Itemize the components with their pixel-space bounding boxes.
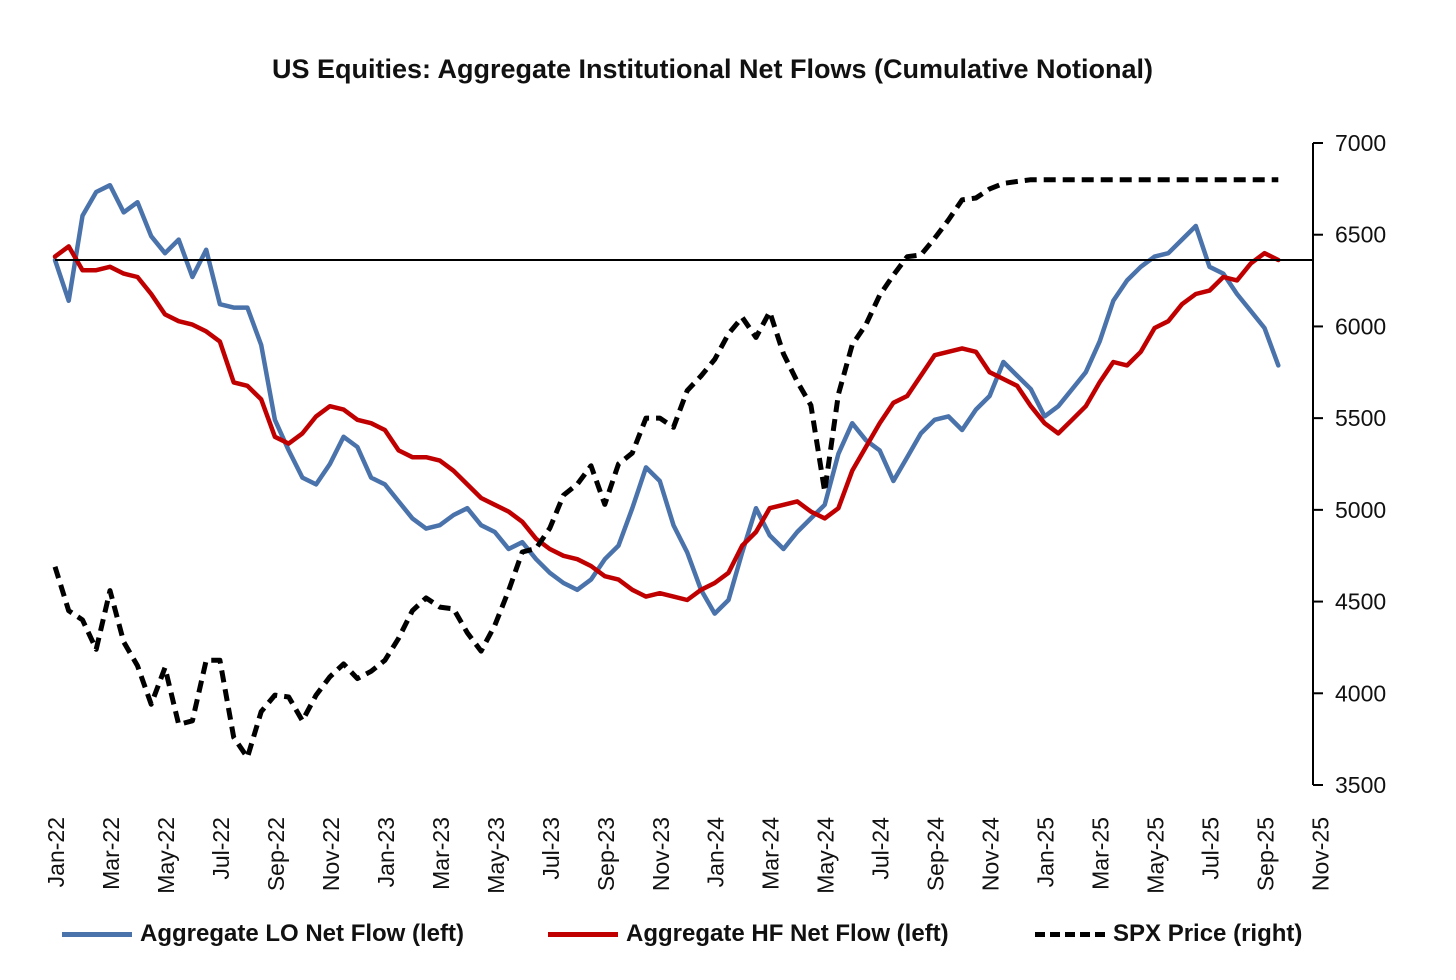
x-tick-label: Jul-23 xyxy=(538,817,564,880)
x-tick-label: Mar-23 xyxy=(428,817,454,890)
x-axis-ticks: Jan-22 Mar-22 May-22 Jul-22 Sep-22 Nov-22 Jan-… xyxy=(43,817,1333,894)
legend-item-lo: Aggregate LO Net Flow (left) xyxy=(62,920,464,948)
right-tick-label: 3500 xyxy=(1335,772,1386,798)
series-layer xyxy=(52,177,1281,760)
legend-label-spx: SPX Price (right) xyxy=(1113,920,1303,947)
x-tick-label: Jul-22 xyxy=(208,817,234,880)
legend-item-spx: SPX Price (right) xyxy=(1035,920,1302,948)
x-tick-label: Sep-23 xyxy=(593,817,619,891)
legend-swatch-spx xyxy=(1035,931,1105,937)
x-tick-label: Jul-25 xyxy=(1198,817,1224,880)
right-tick-label: 6500 xyxy=(1335,222,1386,248)
x-tick-label: Nov-23 xyxy=(648,817,674,891)
x-tick-label: May-23 xyxy=(483,817,509,894)
x-tick-label: May-24 xyxy=(813,817,839,894)
right-tick-label: 4000 xyxy=(1335,680,1386,706)
x-tick-label: Jul-24 xyxy=(868,817,894,880)
chart-plot: 3500 4000 4500 5000 5500 6000 6500 7000 Jan-22 M… xyxy=(43,130,1386,894)
chart-title: US Equities: Aggregate Institutional Net… xyxy=(271,54,1154,84)
right-axis-ticks: 3500 4000 4500 5000 5500 6000 6500 7000 xyxy=(1313,130,1386,798)
legend: Aggregate LO Net Flow (left) Aggregate H… xyxy=(0,920,1456,960)
series-line-1 xyxy=(52,244,1281,603)
right-tick-label: 7000 xyxy=(1335,130,1386,156)
x-tick-label: Jan-24 xyxy=(703,817,729,888)
x-tick-label: Jan-23 xyxy=(373,817,399,887)
legend-swatch-lo xyxy=(62,931,132,937)
x-tick-label: Mar-24 xyxy=(758,817,784,890)
legend-item-hf: Aggregate HF Net Flow (left) xyxy=(548,920,949,948)
legend-label-lo: Aggregate LO Net Flow (left) xyxy=(140,920,464,947)
right-tick-label: 4500 xyxy=(1335,589,1386,615)
x-tick-label: Nov-22 xyxy=(318,817,344,891)
right-tick-label: 5500 xyxy=(1335,405,1386,431)
series-line-2 xyxy=(52,177,1279,760)
x-tick-label: Mar-25 xyxy=(1088,817,1114,890)
legend-swatch-hf xyxy=(548,931,618,937)
series-line-0 xyxy=(52,182,1281,616)
x-tick-label: Jan-25 xyxy=(1033,817,1059,887)
x-tick-label: Mar-22 xyxy=(98,817,124,890)
right-tick-label: 5000 xyxy=(1335,497,1386,523)
x-tick-label: Sep-25 xyxy=(1253,817,1279,891)
x-tick-label: Nov-25 xyxy=(1307,817,1333,891)
x-tick-label: Sep-22 xyxy=(263,817,289,891)
x-tick-label: Jan-22 xyxy=(43,817,69,887)
legend-label-hf: Aggregate HF Net Flow (left) xyxy=(626,920,949,947)
x-tick-label: May-25 xyxy=(1143,817,1169,894)
x-tick-label: Nov-24 xyxy=(978,817,1004,891)
right-tick-label: 6000 xyxy=(1335,313,1386,339)
x-tick-label: Sep-24 xyxy=(923,817,949,891)
x-tick-label: May-22 xyxy=(153,817,179,894)
